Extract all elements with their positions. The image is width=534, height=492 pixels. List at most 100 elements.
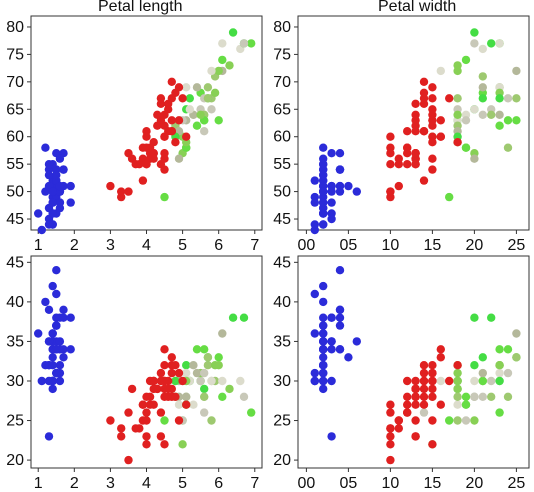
point-virginica [160, 416, 169, 425]
point-versicolor [428, 368, 437, 378]
point-setosa [327, 198, 336, 207]
point-virginica [512, 116, 521, 125]
y-tick-label: 60 [6, 129, 24, 146]
point-virginica [210, 361, 220, 370]
point-versicolor [142, 408, 151, 417]
point-virginica [436, 66, 445, 76]
point-setosa [310, 368, 319, 378]
y-tick-label: 45 [6, 211, 24, 228]
point-setosa [48, 353, 57, 362]
point-setosa [48, 281, 57, 291]
point-versicolor [167, 116, 176, 125]
point-virginica [512, 353, 521, 362]
point-virginica [239, 392, 249, 401]
point-virginica [178, 440, 187, 449]
point-virginica [214, 353, 223, 362]
plot-frame [297, 255, 530, 469]
point-setosa [310, 220, 319, 229]
point-versicolor [386, 160, 395, 169]
point-setosa [327, 376, 336, 386]
point-virginica [503, 94, 513, 103]
x-tick-label: 10 [382, 237, 400, 254]
x-tick-label: 2 [70, 475, 79, 492]
point-virginica [503, 143, 513, 152]
point-virginica [207, 66, 216, 76]
point-setosa [319, 384, 328, 394]
x-tick-label: 20 [466, 475, 484, 492]
point-setosa [52, 345, 61, 354]
point-setosa [319, 337, 328, 346]
point-versicolor [403, 127, 412, 136]
point-setosa [52, 368, 61, 378]
point-versicolor [167, 94, 176, 103]
point-setosa [52, 289, 61, 299]
point-versicolor [394, 424, 403, 433]
point-virginica [196, 376, 205, 386]
point-versicolor [419, 392, 429, 401]
point-setosa [352, 337, 361, 346]
point-versicolor [138, 176, 148, 185]
point-setosa [344, 181, 353, 191]
point-setosa [44, 337, 54, 346]
point-versicolor [436, 345, 445, 354]
x-tick-label: 00 [298, 475, 316, 492]
point-virginica [495, 94, 504, 103]
point-versicolor [131, 424, 140, 433]
point-virginica [461, 143, 471, 152]
y-tick-label: 65 [6, 101, 24, 118]
y-tick-label: 55 [273, 156, 291, 173]
point-versicolor [428, 83, 437, 92]
point-setosa [352, 187, 361, 196]
point-setosa [335, 313, 345, 322]
point-versicolor [386, 408, 395, 417]
point-setosa [319, 376, 328, 386]
x-tick-label: 4 [142, 237, 151, 254]
point-versicolor [117, 424, 126, 433]
y-tick-label: 30 [6, 373, 24, 390]
point-setosa [319, 321, 328, 330]
point-setosa [310, 176, 319, 185]
x-tick-label: 7 [250, 237, 259, 254]
point-setosa [335, 305, 345, 314]
point-versicolor [174, 116, 184, 125]
point-versicolor [138, 400, 148, 409]
point-virginica [453, 66, 462, 76]
point-virginica [478, 72, 487, 81]
point-virginica [207, 105, 216, 114]
point-versicolor [178, 94, 187, 103]
point-setosa [44, 220, 54, 229]
point-setosa [48, 187, 57, 196]
point-setosa [335, 165, 345, 174]
point-virginica [192, 368, 202, 378]
point-virginica [214, 116, 223, 125]
point-virginica [470, 376, 479, 386]
point-versicolor [106, 181, 115, 191]
y-tick-label: 50 [6, 184, 24, 201]
point-versicolor [153, 384, 162, 394]
point-virginica [203, 94, 213, 103]
x-tick-label: 20 [466, 237, 484, 254]
point-virginica [182, 83, 191, 92]
point-virginica [192, 121, 202, 130]
point-virginica [478, 110, 487, 120]
point-setosa [34, 329, 43, 338]
y-tick-label: 70 [273, 74, 291, 91]
point-virginica [453, 94, 462, 103]
point-setosa [327, 337, 336, 346]
x-tick-label: 25 [508, 475, 526, 492]
point-versicolor [419, 99, 429, 109]
point-setosa [59, 305, 68, 314]
point-versicolor [149, 400, 158, 409]
y-tick-label: 70 [6, 74, 24, 91]
point-virginica [210, 88, 220, 98]
point-versicolor [142, 416, 151, 425]
x-tick-label: 15 [424, 237, 442, 254]
point-virginica [203, 83, 213, 92]
point-virginica [207, 416, 216, 425]
x-tick-label: 1 [34, 237, 43, 254]
point-versicolor [160, 384, 169, 394]
point-virginica [225, 61, 234, 70]
point-versicolor [164, 376, 173, 386]
point-versicolor [142, 127, 151, 136]
point-setosa [48, 384, 57, 394]
